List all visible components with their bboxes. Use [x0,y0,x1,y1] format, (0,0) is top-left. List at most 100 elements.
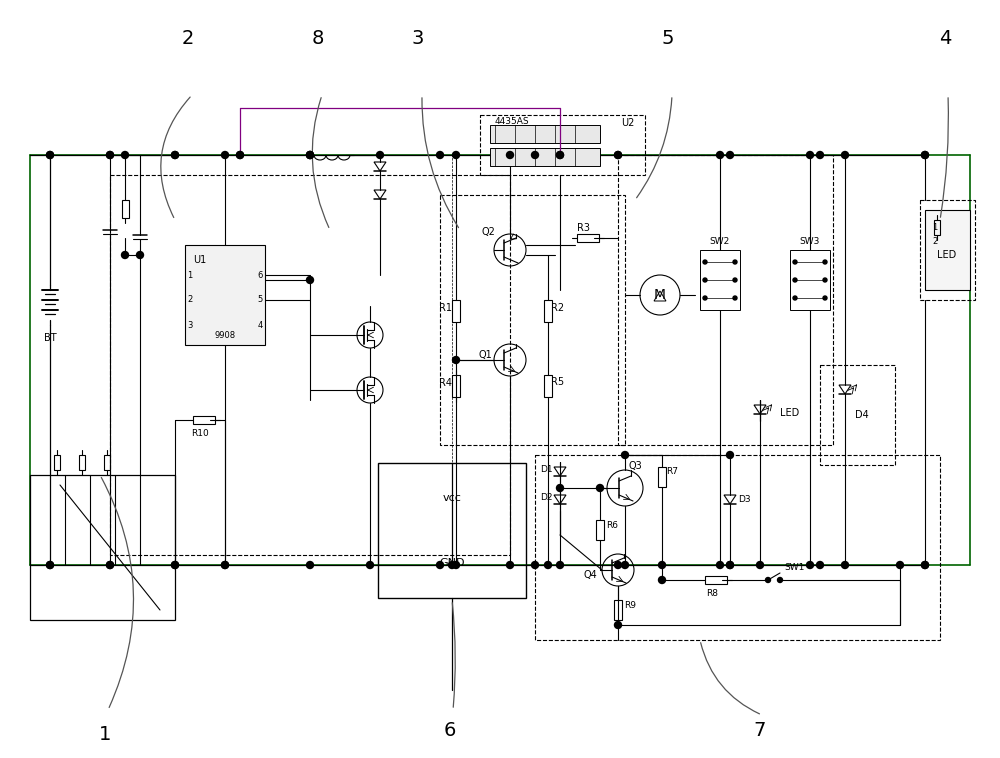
Text: D3: D3 [738,496,750,505]
Circle shape [172,562,178,568]
Text: SW3: SW3 [800,237,820,246]
Bar [440,195,625,445]
Circle shape [376,152,384,158]
Bar [790,250,830,310]
Text: R4: R4 [440,378,452,388]
Bar [544,300,552,322]
Circle shape [366,562,374,568]
Circle shape [306,152,314,158]
Text: R7: R7 [666,468,678,477]
Text: M: M [654,288,666,302]
Text: R2: R2 [551,303,565,313]
Circle shape [136,252,144,258]
Circle shape [816,152,824,158]
Circle shape [507,152,514,158]
Text: 5: 5 [257,296,263,305]
Bar [925,210,970,290]
Bar [596,520,604,540]
Text: D2: D2 [540,493,552,503]
Circle shape [122,252,128,258]
Text: 6: 6 [257,271,263,280]
Text: D1: D1 [540,465,552,475]
Text: 3: 3 [187,321,193,330]
Circle shape [172,562,178,568]
Bar [577,234,599,242]
Circle shape [703,260,707,264]
Text: 6: 6 [444,721,456,740]
Bar [535,455,940,640]
Circle shape [922,152,928,158]
Text: 2: 2 [182,29,194,48]
Circle shape [778,578,782,582]
Circle shape [556,152,564,158]
Bar [480,115,645,175]
Text: 3: 3 [412,29,424,48]
Circle shape [726,562,734,568]
Circle shape [716,562,724,568]
Circle shape [922,562,928,568]
Bar [79,455,85,470]
Bar [700,250,740,310]
Circle shape [532,152,538,158]
Circle shape [448,562,456,568]
Text: BT: BT [44,333,56,343]
Text: R1: R1 [440,303,452,313]
Circle shape [703,278,707,282]
Circle shape [658,562,666,568]
Circle shape [726,562,734,568]
Circle shape [614,152,622,158]
Text: GND: GND [439,558,465,568]
Bar [185,245,265,345]
Text: LED: LED [937,250,957,260]
Circle shape [222,562,228,568]
Circle shape [306,152,314,158]
Circle shape [658,577,666,584]
Bar [544,375,552,397]
Text: R9: R9 [624,602,636,610]
Text: 1: 1 [932,224,938,233]
Circle shape [733,260,737,264]
Circle shape [106,152,114,158]
Circle shape [556,562,564,568]
Circle shape [733,278,737,282]
Circle shape [452,356,460,364]
Circle shape [556,152,564,158]
Text: D4: D4 [855,410,869,420]
Circle shape [793,278,797,282]
Circle shape [556,484,564,491]
Bar [104,455,110,470]
Circle shape [46,562,54,568]
Circle shape [823,296,827,300]
Bar [920,200,975,300]
Circle shape [46,152,54,158]
Circle shape [806,152,814,158]
Text: 2: 2 [932,237,938,246]
Bar [820,365,895,465]
Text: R10: R10 [191,428,209,437]
Bar [934,220,940,235]
Text: 8: 8 [312,29,324,48]
Circle shape [896,562,904,568]
Circle shape [757,562,764,568]
Circle shape [106,562,114,568]
Circle shape [222,152,228,158]
Circle shape [922,562,928,568]
Text: U2: U2 [622,118,635,128]
Text: 7: 7 [754,721,766,740]
Bar [490,148,600,166]
Bar [378,463,526,598]
Circle shape [793,296,797,300]
Circle shape [46,152,54,158]
Circle shape [806,562,814,568]
Circle shape [823,278,827,282]
Circle shape [172,152,178,158]
Circle shape [622,452,629,459]
Text: Q2: Q2 [481,227,495,237]
Circle shape [726,152,734,158]
Circle shape [823,260,827,264]
Circle shape [842,562,848,568]
Circle shape [306,562,314,568]
Circle shape [222,562,228,568]
Circle shape [452,562,460,568]
Circle shape [716,152,724,158]
